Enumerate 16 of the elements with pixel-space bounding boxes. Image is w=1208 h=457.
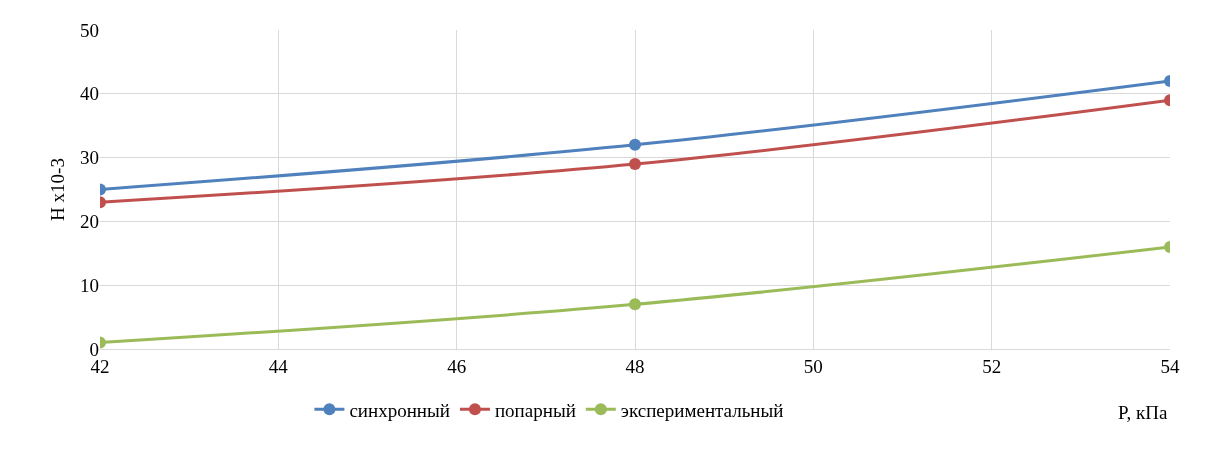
x-tick-label: 54: [1160, 355, 1180, 377]
y-tick-label: 50: [80, 19, 99, 41]
y-tick-label: 30: [80, 147, 99, 169]
x-tick-label: 50: [803, 355, 823, 377]
x-tick-label: 44: [268, 355, 289, 377]
legend-label: экспериментальный: [620, 399, 784, 421]
x-tick-label: 52: [982, 355, 1002, 377]
y-tick-label: 20: [80, 211, 99, 233]
legend-label: попарный: [494, 399, 576, 421]
x-tick-label: 46: [447, 355, 467, 377]
y-axis-title: H x10-3: [46, 158, 68, 221]
x-axis-title: P, кПа: [1118, 402, 1168, 423]
y-tick-label: 40: [80, 83, 99, 105]
x-tick-label: 48: [625, 355, 645, 377]
legend-label: синхронный: [349, 399, 450, 421]
y-tick-label: 10: [80, 274, 99, 296]
